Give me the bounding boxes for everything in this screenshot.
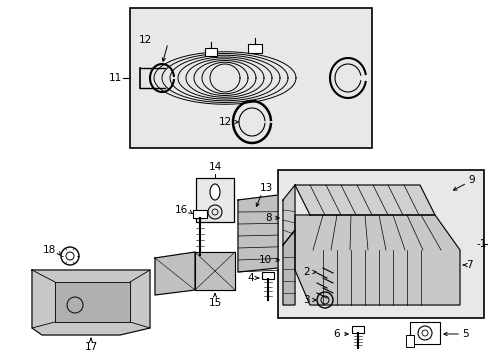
Text: -1: -1 bbox=[476, 239, 486, 249]
Polygon shape bbox=[238, 195, 278, 272]
Bar bbox=[204, 48, 217, 56]
Bar bbox=[409, 322, 439, 344]
Polygon shape bbox=[155, 252, 195, 295]
Text: 10: 10 bbox=[258, 255, 271, 265]
Text: 9: 9 bbox=[467, 175, 474, 185]
Text: 12: 12 bbox=[218, 117, 231, 127]
Text: 2: 2 bbox=[303, 267, 309, 277]
Polygon shape bbox=[32, 270, 150, 335]
Bar bbox=[196, 178, 234, 222]
Polygon shape bbox=[195, 252, 235, 290]
Text: 13: 13 bbox=[260, 183, 273, 193]
Text: 11: 11 bbox=[108, 73, 122, 83]
Bar bbox=[193, 210, 206, 218]
Bar bbox=[278, 170, 483, 318]
Bar bbox=[130, 8, 371, 148]
Polygon shape bbox=[283, 230, 294, 305]
Text: 3: 3 bbox=[303, 295, 309, 305]
Polygon shape bbox=[294, 215, 459, 305]
Text: 6: 6 bbox=[333, 329, 339, 339]
Text: 18: 18 bbox=[42, 245, 56, 255]
Bar bbox=[262, 272, 273, 279]
Polygon shape bbox=[283, 185, 294, 245]
Text: 14: 14 bbox=[208, 162, 221, 172]
Text: 8: 8 bbox=[265, 213, 271, 223]
Text: 7: 7 bbox=[465, 260, 472, 270]
Polygon shape bbox=[294, 185, 434, 215]
Text: 4: 4 bbox=[247, 273, 253, 283]
Ellipse shape bbox=[209, 184, 220, 200]
Text: 12: 12 bbox=[139, 35, 152, 45]
Polygon shape bbox=[55, 282, 130, 322]
Bar bbox=[405, 335, 413, 347]
Bar bbox=[247, 44, 262, 53]
Bar bbox=[351, 326, 363, 333]
Text: 15: 15 bbox=[208, 298, 221, 308]
Text: 5: 5 bbox=[461, 329, 468, 339]
Text: 16: 16 bbox=[174, 205, 187, 215]
Text: 17: 17 bbox=[84, 342, 98, 352]
